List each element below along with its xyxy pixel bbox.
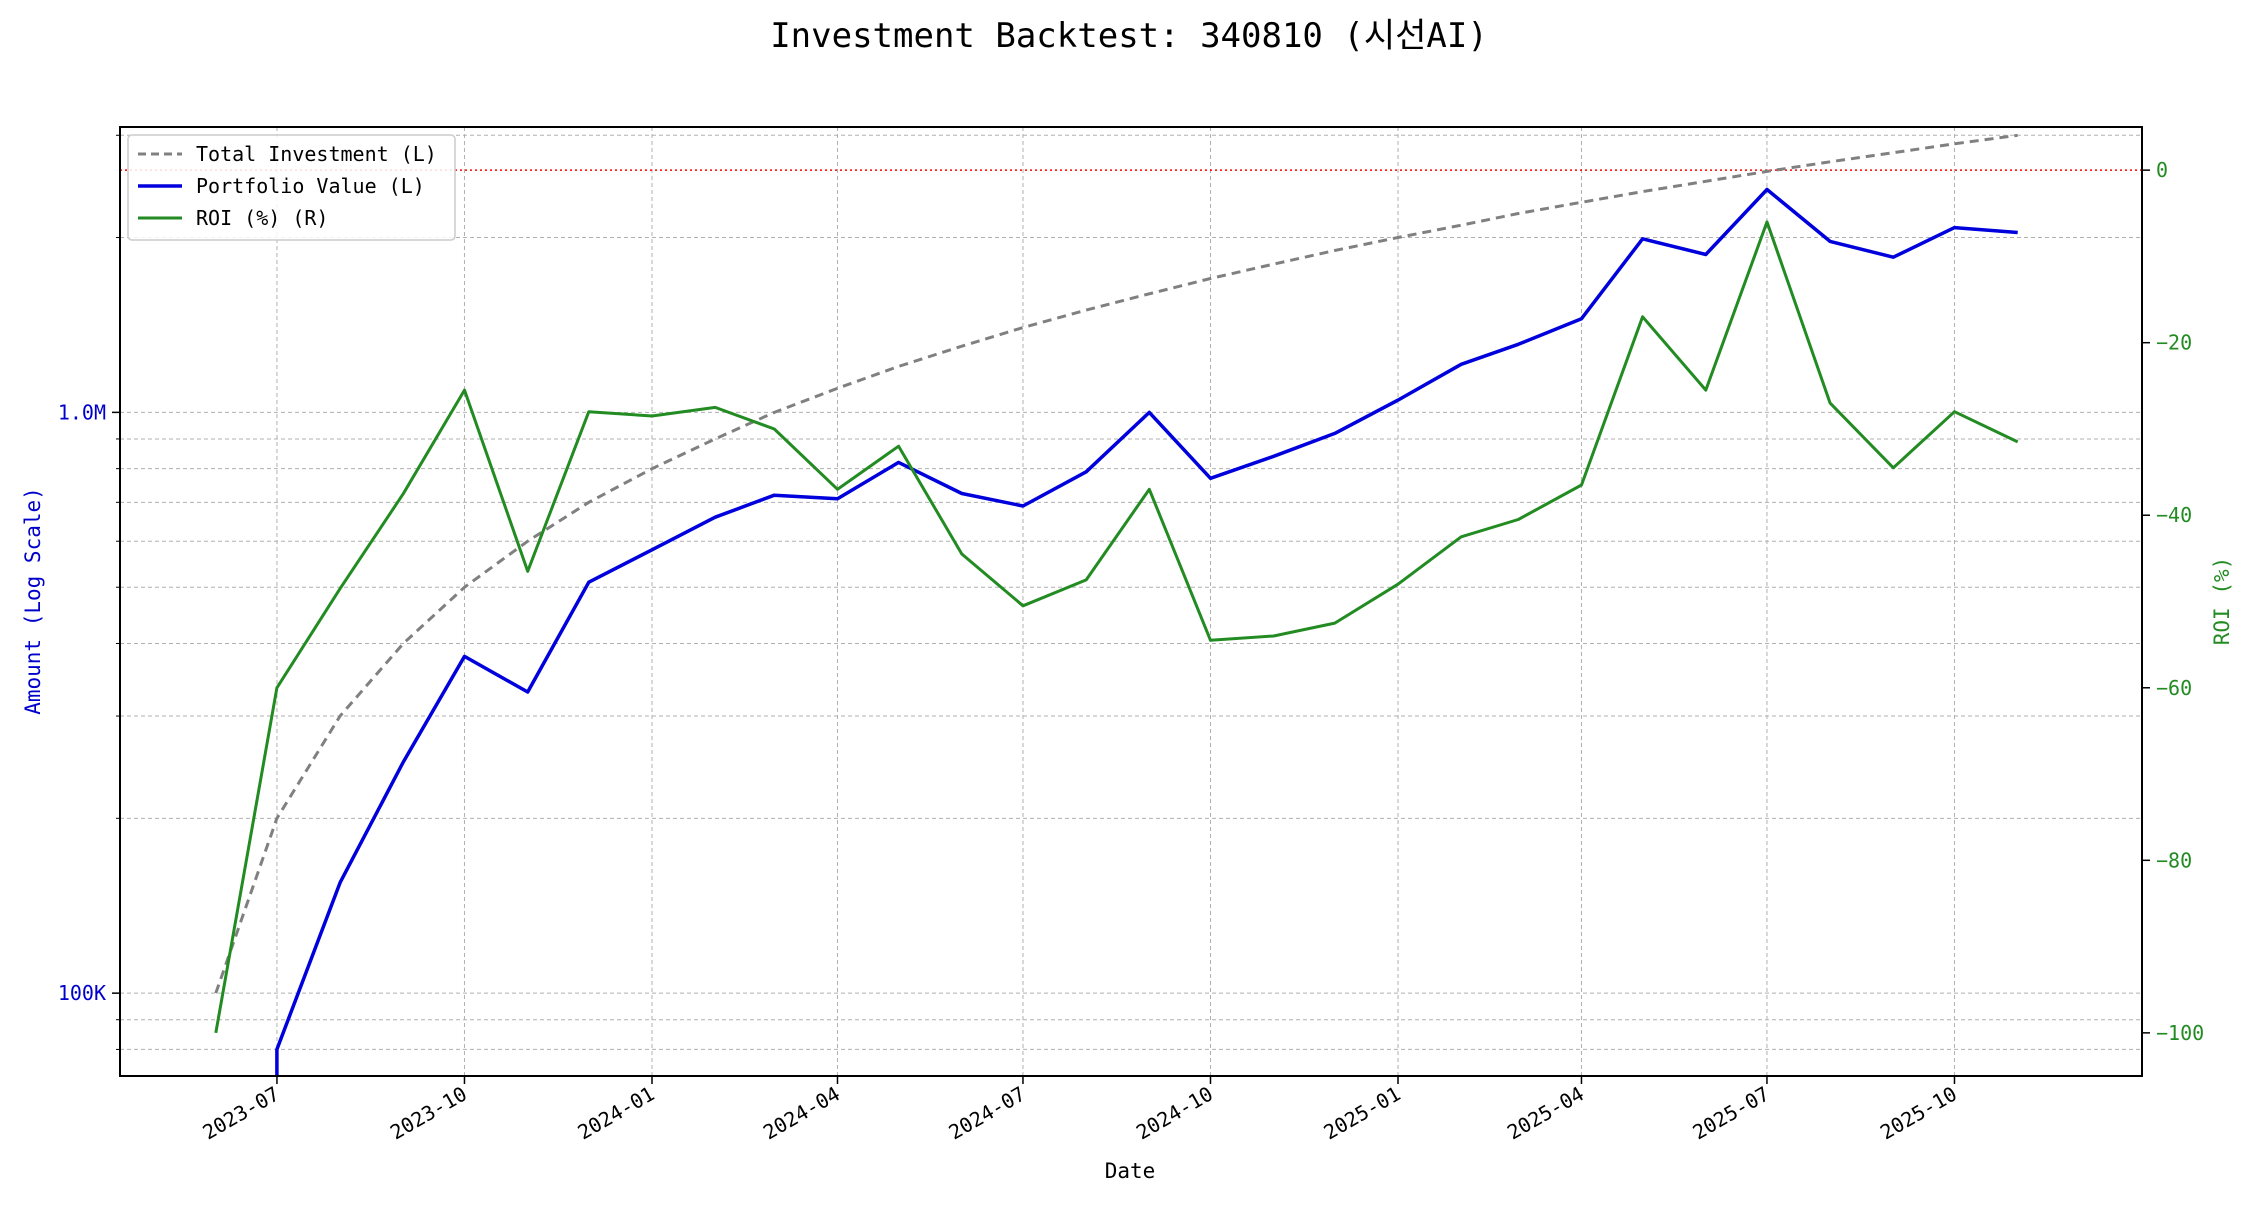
left-axis-label: Amount (Log Scale) [21,487,45,715]
legend-label-roi: ROI (%) (R) [196,206,328,230]
plot-frame [119,126,2143,1077]
right-tick-label: −40 [2156,503,2192,527]
legend-box [127,134,456,241]
right-tick-label: −80 [2156,848,2192,872]
grid-layer [120,127,2142,1076]
left-tick-label: 100K [58,981,106,1005]
total-investment-line [214,133,2018,994]
series-layer [214,133,2019,1076]
chart-title: Investment Backtest: 340810 (시선AI) [770,16,1488,56]
legend-label-portfolio-value: Portfolio Value (L) [196,174,425,198]
left-axis-ticks: 100K 1.0M [58,134,120,1050]
right-axis-label: ROI (%) [2210,557,2234,646]
right-tick-label: −100 [2156,1021,2204,1045]
right-axis-ticks: 0 −20 −40 −60 −80 −100 [2142,158,2204,1045]
portfolio-value-line [275,187,2018,1076]
roi-line [214,220,2019,1034]
right-tick-label: 0 [2156,158,2168,182]
right-tick-label: −60 [2156,676,2192,700]
left-tick-label: 1.0M [58,400,106,424]
right-tick-label: −20 [2156,331,2192,355]
x-axis-label: Date [1105,1159,1156,1183]
legend-label-total-investment: Total Investment (L) [196,142,437,166]
legend: Total Investment (L) Portfolio Value (L)… [127,134,456,241]
